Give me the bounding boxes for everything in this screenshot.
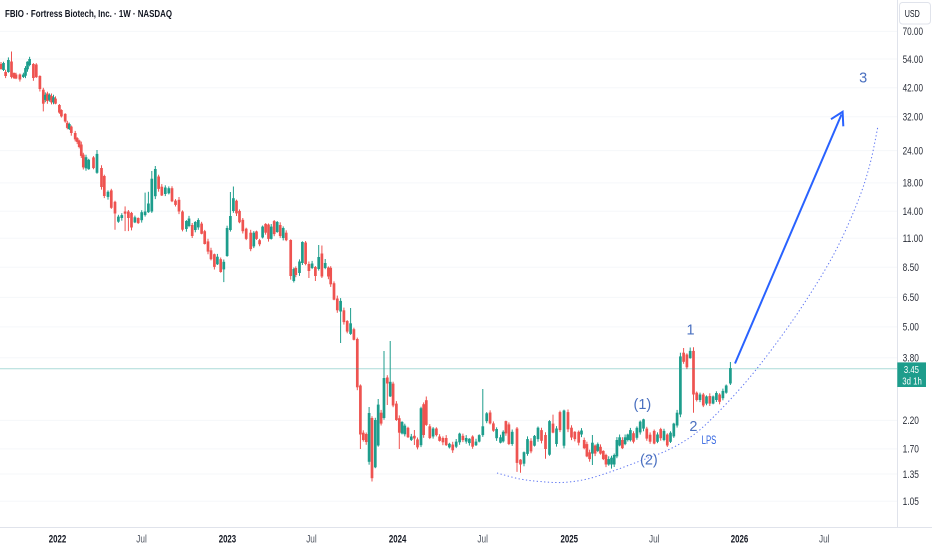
- svg-text:2.20: 2.20: [903, 415, 919, 427]
- svg-text:2: 2: [689, 419, 697, 435]
- svg-text:2023: 2023: [219, 533, 237, 545]
- svg-text:54.00: 54.00: [903, 54, 923, 66]
- svg-text:1.05: 1.05: [903, 496, 919, 508]
- svg-text:11.00: 11.00: [903, 233, 923, 245]
- svg-text:3: 3: [859, 70, 867, 86]
- svg-text:3.80: 3.80: [903, 353, 919, 365]
- svg-text:2026: 2026: [731, 533, 749, 545]
- svg-text:LPS: LPS: [702, 433, 717, 447]
- svg-text:Jul: Jul: [136, 533, 147, 545]
- svg-text:FBIO · Fortress Biotech, Inc.: FBIO · Fortress Biotech, Inc. · 1W · NAS…: [5, 8, 172, 20]
- svg-text:5.00: 5.00: [903, 322, 919, 334]
- svg-text:70.00: 70.00: [903, 26, 923, 38]
- svg-text:3.45: 3.45: [904, 364, 919, 376]
- svg-text:1.35: 1.35: [903, 469, 919, 481]
- svg-text:24.00: 24.00: [903, 145, 923, 157]
- svg-text:8.50: 8.50: [903, 262, 919, 274]
- svg-text:2022: 2022: [49, 533, 67, 545]
- svg-text:Jul: Jul: [649, 533, 660, 545]
- svg-text:USD: USD: [905, 8, 920, 20]
- svg-text:2025: 2025: [561, 533, 579, 545]
- svg-text:1.70: 1.70: [903, 444, 919, 456]
- svg-text:Jul: Jul: [306, 533, 317, 545]
- svg-text:(2): (2): [640, 453, 658, 469]
- svg-text:18.00: 18.00: [903, 178, 923, 190]
- svg-text:3d 1h: 3d 1h: [902, 376, 922, 388]
- svg-text:42.00: 42.00: [903, 83, 923, 95]
- svg-text:6.50: 6.50: [903, 292, 919, 304]
- svg-text:14.00: 14.00: [903, 206, 923, 218]
- svg-text:(1): (1): [634, 397, 652, 413]
- svg-text:2024: 2024: [389, 533, 407, 545]
- svg-text:Jul: Jul: [477, 533, 488, 545]
- svg-text:Jul: Jul: [819, 533, 830, 545]
- svg-text:32.00: 32.00: [903, 112, 923, 124]
- svg-text:1: 1: [686, 322, 694, 338]
